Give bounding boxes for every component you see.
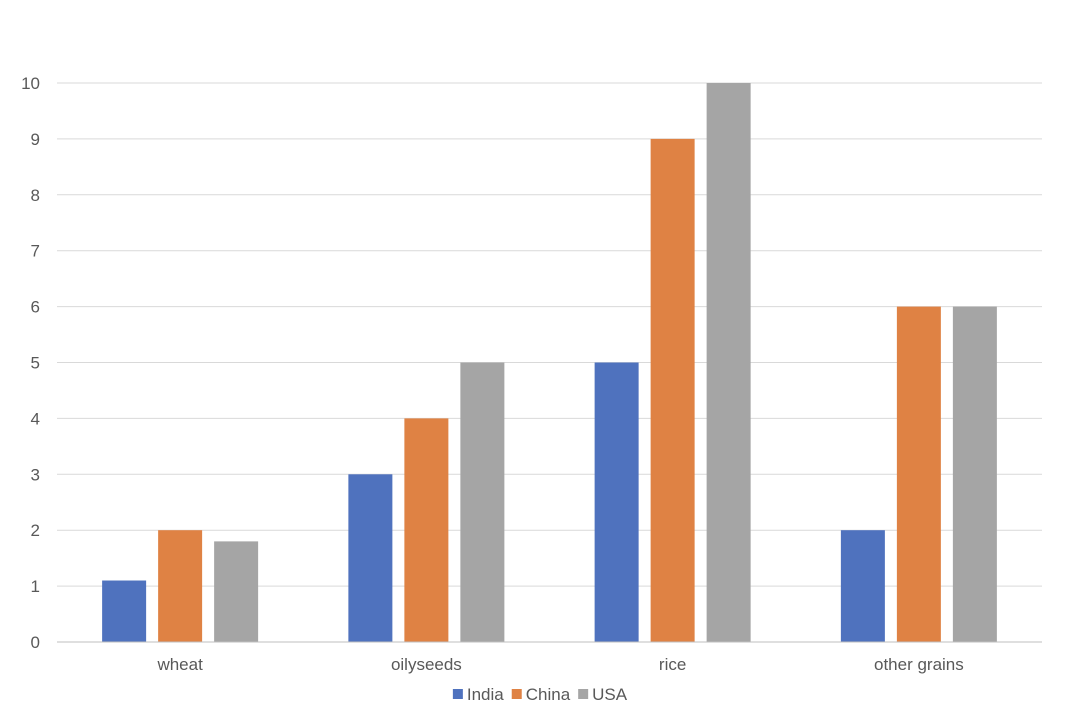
legend-label-china: China [526,685,571,704]
x-category-label: other grains [874,655,964,674]
gridlines [57,82,1042,587]
legend-swatch-india [452,689,463,699]
y-tick-label: 7 [31,242,40,261]
y-tick-label: 0 [31,633,40,652]
bar-usa-rice [706,83,751,642]
y-tick-label: 6 [31,298,40,317]
legend: India China USA [452,685,628,704]
x-category-label: oilyseeds [391,655,462,674]
y-tick-label: 9 [31,130,40,149]
bar-china-oilyseeds [404,418,449,642]
bar-india-wheat [102,580,147,642]
bar-china-wheat [158,530,203,642]
y-axis-tick-labels: 0 1 2 3 4 5 6 7 8 9 10 [21,74,40,652]
bars [102,83,997,642]
y-tick-label: 8 [31,186,40,205]
bar-china-other-grains [896,306,941,642]
bar-india-oilyseeds [348,474,393,642]
bar-usa-wheat [214,541,259,642]
y-tick-label: 2 [31,521,40,540]
y-tick-label: 3 [31,465,40,484]
x-axis-category-labels: wheat oilyseeds rice other grains [156,655,963,674]
y-tick-label: 4 [31,409,40,428]
bar-usa-other-grains [952,306,997,642]
bar-usa-oilyseeds [460,362,505,642]
y-tick-label: 1 [31,577,40,596]
legend-swatch-usa [578,689,589,699]
y-tick-label: 10 [21,74,40,93]
x-category-label: wheat [156,655,203,674]
legend-swatch-china [511,689,522,699]
legend-label-usa: USA [592,685,628,704]
bar-india-rice [594,362,639,642]
x-category-label: rice [659,655,686,674]
bar-china-rice [650,138,695,642]
bar-india-other-grains [840,530,885,642]
legend-label-india: India [467,685,504,704]
y-tick-label: 5 [31,354,40,373]
